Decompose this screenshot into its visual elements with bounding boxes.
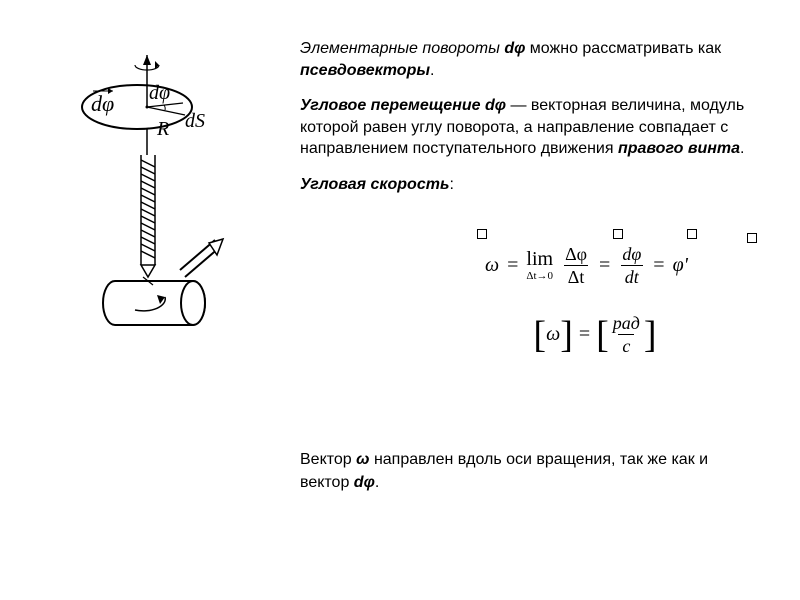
p2-em: правого винта [618, 140, 740, 157]
equation-block: ω = lim Δt→0 Δφ Δt = dφ dt = φ' [ ω ] = … [485, 245, 775, 355]
unit-den: с [618, 334, 634, 355]
unit-frac: рад с [609, 314, 644, 355]
frac-den: Δt [564, 265, 589, 286]
left-bracket-icon: [ [533, 316, 546, 354]
p1-mid: можно рассматривать как [525, 40, 721, 57]
frac-num: dφ [618, 245, 645, 265]
right-bracket-icon: ] [560, 316, 573, 354]
eq-omega: ω [485, 254, 499, 277]
angular-velocity-equation: ω = lim Δt→0 Δφ Δt = dφ dt = φ' [485, 245, 775, 286]
lim-sub: Δt→0 [526, 271, 553, 282]
frac-den: dt [621, 265, 643, 286]
artifact-box-icon [747, 233, 757, 243]
svg-text:R: R [156, 118, 169, 140]
eq-equals: = [653, 254, 664, 277]
eq-equals: = [507, 254, 518, 277]
footer-dot: . [375, 474, 379, 491]
p1-prefix: Элементарные повороты [300, 40, 504, 57]
p3-strong: Угловая скорость [300, 176, 449, 193]
p1-dot: . [430, 62, 434, 79]
artifact-box-icon [613, 229, 623, 239]
unit-num: рад [609, 314, 644, 334]
p1-em: псевдовекторы [300, 62, 430, 79]
svg-text:dS: dS [185, 110, 205, 132]
paragraph-2: Угловое перемещение dφ — векторная велич… [300, 95, 770, 160]
paragraph-1: Элементарные повороты dφ можно рассматри… [300, 38, 770, 81]
unit-omega: ω [546, 323, 560, 346]
lim-label: lim [526, 249, 553, 269]
eq-frac-d: dφ dt [618, 245, 645, 286]
left-bracket-icon: [ [596, 316, 609, 354]
eq-frac-delta: Δφ Δt [561, 245, 591, 286]
frac-num: Δφ [561, 245, 591, 265]
eq-equals: = [579, 323, 590, 346]
paragraph-3: Угловая скорость: [300, 174, 770, 196]
footer-t1: Вектор [300, 451, 356, 468]
eq-phi-prime: φ' [673, 254, 688, 277]
right-bracket-icon: ] [644, 316, 657, 354]
svg-text:dφ: dφ [91, 91, 114, 116]
p2-dot: . [740, 140, 744, 157]
footer-text: Вектор ω направлен вдоль оси вращения, т… [300, 448, 760, 494]
svg-text:dφ: dφ [149, 82, 170, 104]
main-text: Элементарные повороты dφ можно рассматри… [300, 38, 770, 210]
right-hand-rule-diagram: dφ dφ R dS [65, 55, 245, 335]
eq-equals: = [599, 254, 610, 277]
footer-dphi: dφ [354, 474, 375, 491]
eq-limit: lim Δt→0 [526, 249, 553, 282]
angular-velocity-units: [ ω ] = [ рад с ] [505, 314, 685, 355]
p1-dphi: dφ [504, 40, 525, 57]
diagram-svg: dφ dφ R dS [65, 55, 245, 335]
artifact-box-icon [687, 229, 697, 239]
artifact-box-icon [477, 229, 487, 239]
p2-strong: Угловое перемещение dφ [300, 97, 506, 114]
p3-colon: : [449, 176, 453, 193]
footer-omega: ω [356, 451, 369, 468]
